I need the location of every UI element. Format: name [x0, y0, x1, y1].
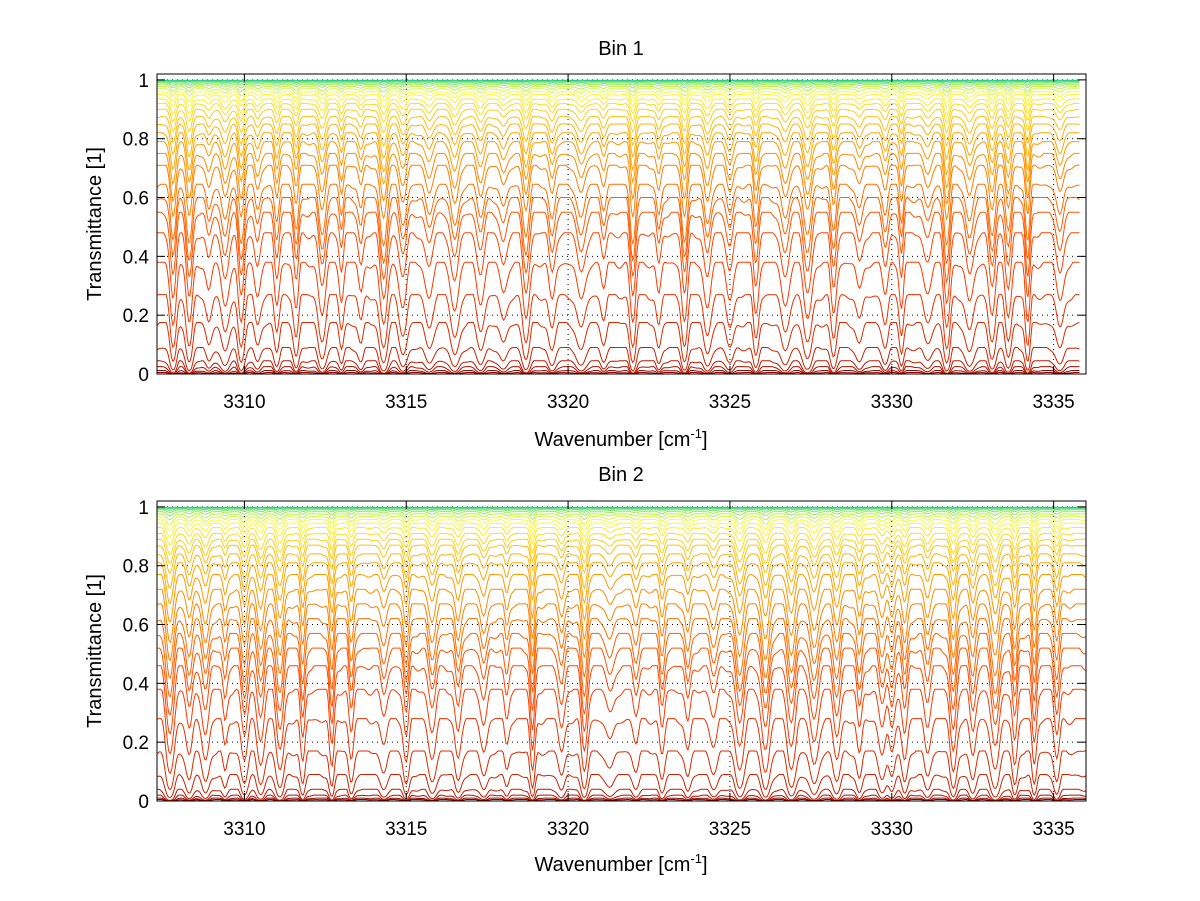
chart-title: Bin 1 — [598, 38, 644, 60]
series-line — [156, 544, 1087, 574]
y-tick-label: 0.6 — [123, 616, 149, 637]
y-tick-label: 0 — [138, 792, 149, 813]
series-group — [156, 506, 1087, 802]
series-line — [156, 294, 1080, 350]
series-line — [157, 532, 1086, 556]
series-line — [157, 211, 1080, 284]
x-axis-label: Wavenumber [cm-1] — [534, 851, 707, 876]
series-line — [156, 322, 1080, 364]
ticks: 3310 3315 3320 3325 3330 3335 0 0.2 0.4 0.6 0.8 1 — [123, 71, 1086, 413]
axes-box — [156, 73, 1087, 375]
y-tick-label: 0.2 — [123, 733, 149, 754]
series-line — [156, 717, 1086, 775]
series-line — [157, 507, 1086, 510]
x-tick-label: 3325 — [709, 392, 751, 413]
series-line — [157, 152, 1080, 205]
y-tick-label: 0.4 — [123, 674, 150, 695]
series-line — [157, 80, 1080, 83]
x-tick-label: 3320 — [547, 392, 589, 413]
x-axis-label: Wavenumber [cm-1] — [534, 426, 707, 451]
series-line — [157, 83, 1080, 89]
y-axis-label: Transmittance [1] — [84, 574, 106, 728]
series-line — [157, 553, 1087, 590]
x-tick-label: 3330 — [871, 392, 913, 413]
series-line — [157, 562, 1086, 605]
series-line — [157, 518, 1087, 531]
x-tick-label: 3320 — [547, 819, 589, 840]
x-tick-label: 3315 — [385, 819, 427, 840]
x-tick-label: 3330 — [871, 819, 913, 840]
series-line — [156, 123, 1080, 161]
grid — [157, 501, 1086, 802]
series-line — [157, 81, 1080, 84]
x-tick-label: 3315 — [385, 392, 427, 413]
y-tick-label: 1 — [138, 71, 149, 92]
series-line — [156, 108, 1080, 134]
series-line — [157, 688, 1087, 755]
series-line — [157, 98, 1080, 117]
x-tick-label: 3310 — [223, 392, 265, 413]
series-group — [156, 79, 1080, 375]
chart-bin-1: Bin 1 3310 3315 3320 3325 3330 3335 0 0.2 0.4 0.6… — [84, 38, 1087, 451]
series-line — [157, 526, 1087, 546]
axes-box — [156, 500, 1087, 802]
series-line — [157, 141, 1080, 189]
series-line — [157, 261, 1080, 329]
series-line — [157, 647, 1087, 716]
series-line — [156, 85, 1080, 93]
y-tick-label: 0.6 — [123, 189, 149, 210]
chart-title: Bin 2 — [598, 464, 644, 486]
y-tick-label: 0.2 — [123, 306, 149, 327]
x-tick-label: 3325 — [709, 819, 751, 840]
y-tick-label: 1 — [138, 498, 149, 519]
series-line — [157, 232, 1080, 305]
y-tick-label: 0.8 — [123, 557, 149, 578]
series-line — [157, 366, 1080, 375]
series-line — [157, 588, 1087, 644]
series-line — [157, 509, 1086, 513]
series-line — [157, 665, 1087, 735]
series-line — [157, 511, 1086, 517]
x-tick-label: 3335 — [1032, 392, 1074, 413]
series-line — [156, 632, 1087, 698]
x-tick-label: 3310 — [223, 819, 265, 840]
y-tick-label: 0.4 — [123, 247, 150, 268]
series-line — [156, 116, 1080, 147]
series-line — [156, 346, 1080, 372]
series-line — [156, 88, 1080, 97]
series-line — [157, 573, 1087, 623]
series-line — [157, 94, 1080, 109]
series-line — [156, 196, 1080, 265]
series-line — [156, 773, 1087, 799]
y-tick-label: 0.8 — [123, 130, 149, 151]
series-line — [157, 102, 1080, 124]
y-tick-label: 0 — [138, 365, 149, 386]
series-line — [157, 797, 1087, 802]
series-line — [157, 794, 1086, 802]
series-line — [156, 750, 1086, 791]
y-axis-label: Transmittance [1] — [84, 147, 106, 301]
series-line — [156, 164, 1080, 221]
series-line — [157, 132, 1080, 176]
chart-bin-2: Bin 2 3310 3315 3320 3325 3330 3335 0 0.2 0.4 0.6… — [84, 464, 1087, 876]
series-line — [156, 618, 1087, 680]
series-line — [157, 508, 1086, 511]
x-tick-label: 3335 — [1032, 819, 1074, 840]
series-line — [157, 91, 1080, 103]
series-line — [156, 183, 1080, 248]
series-line — [156, 603, 1086, 662]
series-line — [157, 82, 1080, 87]
series-line — [157, 522, 1086, 538]
series-line — [156, 513, 1086, 521]
ticks: 3310 3315 3320 3325 3330 3335 0 0.2 0.4 0.6 0.8 1 — [123, 498, 1086, 840]
series-line — [157, 369, 1080, 375]
series-line — [157, 516, 1087, 526]
series-line — [157, 360, 1080, 374]
series-line — [156, 788, 1087, 801]
series-line — [156, 538, 1086, 565]
